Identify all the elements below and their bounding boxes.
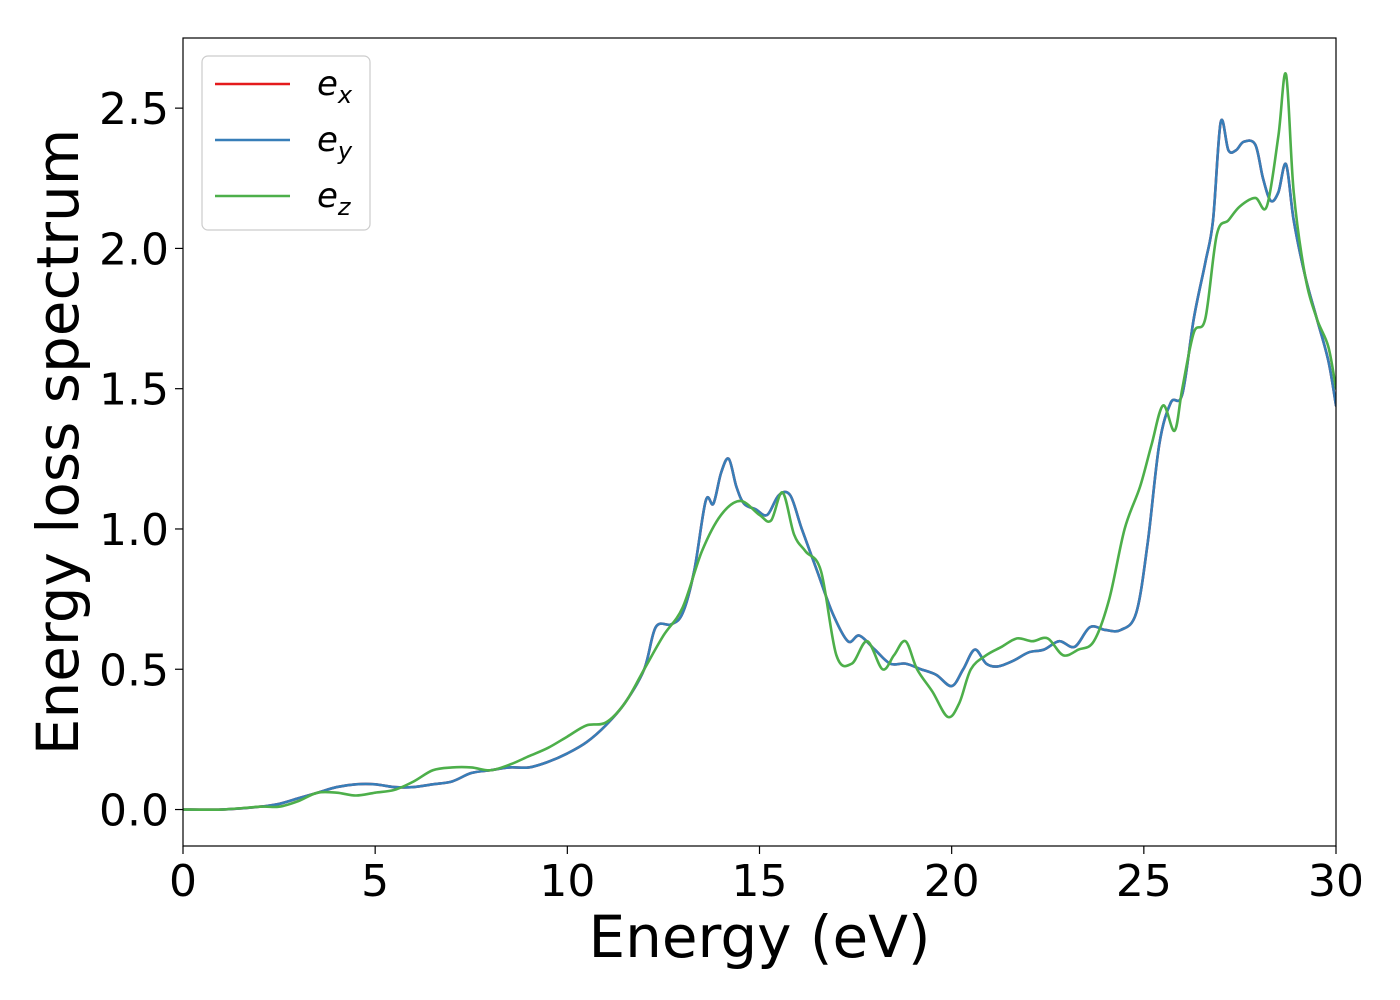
y-tick-label: 0.0 — [99, 786, 169, 837]
x-tick-label: 20 — [924, 856, 980, 907]
x-tick-label: 25 — [1116, 856, 1172, 907]
y-axis-label: Energy loss spectrum — [24, 129, 92, 755]
legend-subscript: z — [337, 193, 352, 221]
x-tick-label: 10 — [539, 856, 595, 907]
x-tick-label: 30 — [1308, 856, 1364, 907]
y-tick-label: 0.5 — [99, 645, 169, 696]
x-tick-label: 0 — [169, 856, 197, 907]
legend-subscript: y — [337, 137, 353, 165]
y-tick-label: 2.5 — [99, 84, 169, 135]
y-tick-label: 1.0 — [99, 505, 169, 556]
series-line-z — [183, 72, 1336, 812]
x-tick-label: 15 — [732, 856, 788, 907]
legend-subscript: x — [337, 81, 353, 109]
y-tick-label: 2.0 — [99, 224, 169, 275]
x-axis-label: Energy (eV) — [588, 903, 930, 971]
y-axis: 0.0 0.5 1.0 1.5 2.0 2.5 — [99, 84, 183, 837]
x-tick-label: 5 — [361, 856, 389, 907]
x-axis: 0 5 10 15 20 25 30 — [169, 846, 1364, 907]
legend-box — [201, 55, 371, 231]
y-tick-label: 1.5 — [99, 365, 169, 416]
plot-lines — [183, 72, 1336, 812]
